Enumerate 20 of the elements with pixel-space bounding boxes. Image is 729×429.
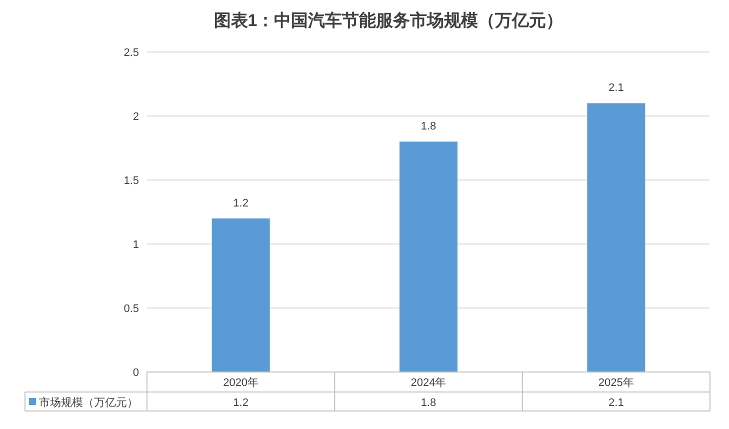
annotation: 1.2 [233,197,248,210]
annotation: 1.8 [420,120,436,133]
y-tick-label: 1.5 [124,175,139,187]
data-label: 2.1 [608,397,624,409]
x-tick-label: 2020年 [223,377,259,389]
y-tick-label: 0.5 [124,303,139,315]
bar [400,142,458,372]
x-tick-label: 2024年 [410,377,446,389]
legend-label: 市场规模（万亿元） [39,396,138,409]
y-tick-label: 2 [132,111,139,123]
bar [587,103,646,372]
y-tick-label: 0 [132,367,139,379]
data-label: 1.8 [420,397,436,409]
data-label: 1.2 [233,397,248,409]
x-tick-label: 2025年 [598,377,634,389]
bar [212,218,270,372]
y-tick-label: 2.5 [124,47,139,59]
chart-title: 图表1：中国汽车节能服务市场规模（万亿元） [214,11,564,30]
y-tick-label: 1 [132,239,139,251]
annotation: 2.1 [608,82,624,94]
